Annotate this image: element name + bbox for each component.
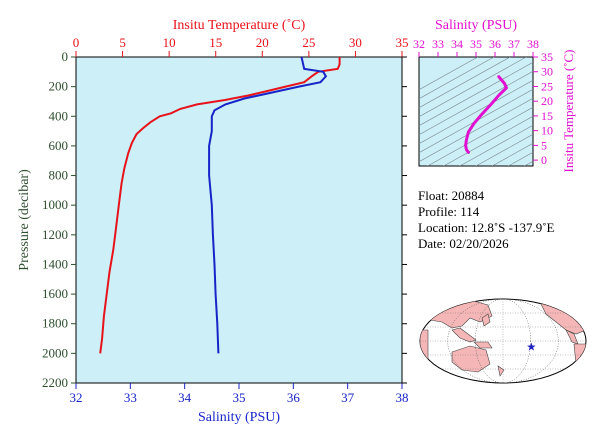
ts-curve bbox=[464, 75, 508, 154]
pressure-tick-label: 1200 bbox=[42, 227, 68, 242]
density-contour bbox=[419, 61, 533, 127]
ts-temperature-tick-label: 25 bbox=[541, 79, 553, 93]
pressure-tick-label: 1000 bbox=[42, 197, 68, 212]
pressure-tick-label: 200 bbox=[49, 79, 69, 94]
density-contour bbox=[419, 79, 533, 145]
density-contour bbox=[443, 115, 533, 166]
ts-salinity-tick-label: 32 bbox=[413, 37, 425, 51]
density-contour bbox=[419, 57, 479, 91]
ts-salinity-tick-label: 34 bbox=[451, 37, 463, 51]
density-contour bbox=[419, 70, 533, 136]
ts-salinity-axis-label: Salinity (PSU) bbox=[435, 18, 517, 33]
salinity-tick-label: 34 bbox=[178, 390, 192, 405]
pressure-tick-label: 1600 bbox=[42, 286, 68, 301]
density-contour bbox=[419, 88, 533, 154]
ts-plot-area bbox=[418, 56, 534, 167]
temperature-tick-label: 25 bbox=[302, 35, 315, 50]
temperature-tick-label: 5 bbox=[119, 35, 126, 50]
temperature-tick-label: 10 bbox=[163, 35, 176, 50]
profile-number-text: Profile: 114 bbox=[418, 204, 480, 219]
land-new-zealand bbox=[497, 365, 505, 377]
pressure-tick-label: 2000 bbox=[42, 345, 68, 360]
density-contour bbox=[419, 57, 495, 100]
pressure-tick-label: 1800 bbox=[42, 316, 68, 331]
temperature-tick-label: 20 bbox=[256, 35, 269, 50]
float-id-text: Float: 20884 bbox=[418, 188, 485, 203]
ts-temperature-axis-label: Insitu Temperature (˚C) bbox=[561, 49, 576, 172]
temperature-axis-label: Insitu Temperature (˚C) bbox=[173, 18, 306, 33]
temperature-tick-label: 35 bbox=[396, 35, 409, 50]
density-contour bbox=[507, 151, 533, 166]
map-meridian bbox=[447, 299, 559, 383]
ts-temperature-tick-label: 5 bbox=[541, 138, 547, 152]
salinity-tick-label: 37 bbox=[341, 390, 355, 405]
ts-salinity-tick-label: 33 bbox=[432, 37, 444, 51]
pressure-axis-label: Pressure (decibar) bbox=[17, 169, 32, 271]
density-contour bbox=[459, 124, 533, 166]
ts-temperature-tick-label: 15 bbox=[541, 109, 553, 123]
temperature-tick-label: 15 bbox=[209, 35, 222, 50]
salinity-profile-line bbox=[208, 56, 328, 354]
temperature-tick-label: 0 bbox=[73, 35, 80, 50]
profile-plot-area bbox=[75, 56, 403, 384]
density-contour bbox=[419, 57, 511, 109]
ts-salinity-tick-label: 37 bbox=[508, 37, 520, 51]
density-contour bbox=[419, 97, 533, 163]
land-new-guinea bbox=[473, 341, 493, 349]
ts-temperature-tick-label: 0 bbox=[541, 153, 547, 167]
salinity-tick-label: 33 bbox=[124, 390, 137, 405]
ts-salinity-tick-label: 36 bbox=[489, 37, 501, 51]
world-map bbox=[419, 298, 587, 384]
density-contour bbox=[491, 142, 533, 166]
pressure-tick-label: 0 bbox=[62, 49, 69, 64]
date-text: Date: 02/20/2026 bbox=[418, 236, 509, 251]
salinity-tick-label: 32 bbox=[70, 390, 83, 405]
pressure-tick-label: 600 bbox=[49, 138, 69, 153]
density-contours bbox=[419, 57, 533, 166]
density-contour bbox=[475, 133, 533, 166]
map-meridian bbox=[475, 299, 531, 383]
ts-salinity-tick-label: 35 bbox=[470, 37, 482, 51]
salinity-tick-label: 38 bbox=[396, 390, 409, 405]
ts-temperature-tick-label: 30 bbox=[541, 65, 553, 79]
temperature-profile-line bbox=[99, 57, 341, 354]
pressure-tick-label: 1400 bbox=[42, 256, 68, 271]
land-japan bbox=[481, 313, 491, 327]
ts-temperature-tick-label: 10 bbox=[541, 124, 553, 138]
temperature-tick-label: 30 bbox=[349, 35, 362, 50]
land-africa bbox=[420, 329, 429, 365]
land-southeast-asia bbox=[451, 327, 477, 343]
map-graticule bbox=[420, 299, 586, 383]
salinity-tick-label: 36 bbox=[287, 390, 301, 405]
profile-chart: 0 5 10 15 20 25 30 35 32 33 34 35 36 37 38 0 200 400 600 80… bbox=[17, 18, 409, 425]
salinity-tick-label: 35 bbox=[233, 390, 246, 405]
density-contour bbox=[426, 106, 533, 166]
ts-temperature-tick-label: 35 bbox=[541, 50, 553, 64]
ts-temperature-tick-label: 20 bbox=[541, 94, 553, 108]
salinity-axis-label: Salinity (PSU) bbox=[198, 410, 280, 425]
float-location-marker bbox=[527, 342, 536, 351]
pressure-tick-label: 400 bbox=[49, 108, 69, 123]
density-contour bbox=[419, 57, 527, 118]
ts-salinity-tick-label: 38 bbox=[527, 37, 539, 51]
pressure-tick-label: 2200 bbox=[42, 375, 68, 390]
pressure-tick-label: 800 bbox=[49, 168, 69, 183]
location-text: Location: 12.8˚S -137.9˚E bbox=[418, 220, 555, 235]
